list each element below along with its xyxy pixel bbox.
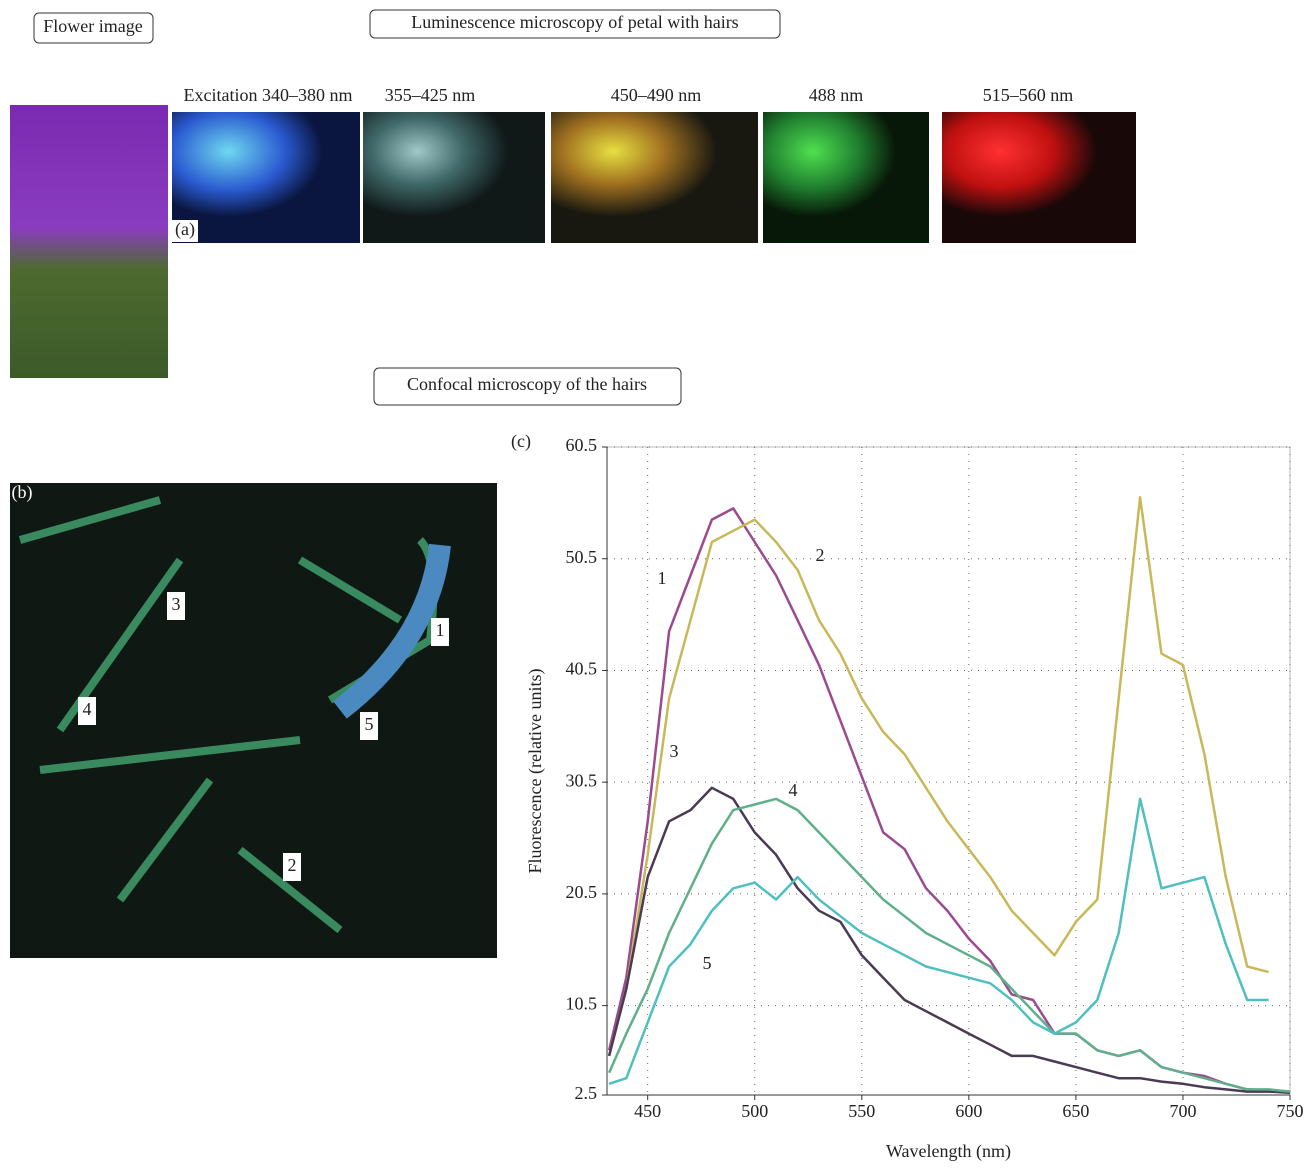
header-box (33, 12, 154, 44)
panel-label: (a) (175, 219, 195, 240)
series-line (607, 786, 1291, 1095)
x-tick-label: 500 (741, 1101, 768, 1121)
micro-image (551, 112, 758, 243)
x-tick-label: 450 (634, 1101, 661, 1121)
series-line (607, 507, 1291, 1093)
header-box (369, 9, 781, 39)
micro-image (763, 112, 929, 243)
x-tick-label: 600 (955, 1101, 982, 1121)
y-tick-label: 20.5 (566, 882, 598, 902)
x-tick-label: 650 (1062, 1101, 1089, 1121)
excitation-label: 450–490 nm (611, 85, 702, 105)
series-label: 5 (703, 953, 712, 973)
y-tick-label: 10.5 (566, 994, 598, 1014)
micro-image (172, 112, 360, 243)
micro-image (942, 112, 1136, 243)
y-axis-label: Fluorescence (relative units) (525, 669, 546, 874)
excitation-label: 515–560 nm (983, 85, 1074, 105)
series-line (607, 496, 1269, 1057)
excitation-label: 488 nm (809, 85, 864, 105)
label-bg (172, 220, 198, 242)
series-label: 2 (816, 545, 825, 565)
y-tick-label: 2.5 (575, 1083, 598, 1103)
micro-image (363, 112, 545, 243)
hair-label: 3 (172, 594, 181, 614)
hair-label: 5 (365, 714, 374, 734)
series-label: 4 (789, 780, 798, 800)
header: Luminescence microscopy of petal with ha… (411, 12, 738, 32)
series-line (608, 797, 1269, 1085)
plot-frame (606, 446, 1291, 1096)
header: Confocal microscopy of the hairs (407, 374, 647, 394)
hair-label: 4 (83, 699, 92, 719)
x-tick-label: 750 (1277, 1101, 1304, 1121)
series-label: 3 (670, 741, 679, 761)
series-label: 1 (658, 568, 667, 588)
panel-label: (b) (12, 482, 33, 503)
y-tick-label: 30.5 (566, 770, 598, 790)
x-tick-label: 700 (1169, 1101, 1196, 1121)
y-tick-label: 40.5 (566, 659, 598, 679)
hair-label: 2 (288, 855, 297, 875)
label-bg (167, 592, 185, 620)
hair (18, 496, 438, 934)
x-axis-label: Wavelength (nm) (886, 1141, 1011, 1162)
flower-photo (10, 105, 168, 378)
panel-label: (c) (511, 431, 531, 452)
y-tick-label: 60.5 (566, 435, 598, 455)
hair (333, 543, 451, 719)
label-bg (78, 697, 96, 725)
y-tick-label: 50.5 (566, 547, 598, 567)
header-box (373, 367, 682, 406)
label-bg (431, 618, 449, 646)
excitation-label: 355–425 nm (385, 85, 476, 105)
x-tick-label: 550 (848, 1101, 875, 1121)
label-bg (283, 853, 301, 881)
excitation-label: Excitation 340–380 nm (184, 85, 353, 105)
hair-label: 1 (436, 620, 445, 640)
series-line (607, 797, 1291, 1093)
header: Flower image (43, 16, 142, 36)
label-bg (360, 712, 378, 740)
